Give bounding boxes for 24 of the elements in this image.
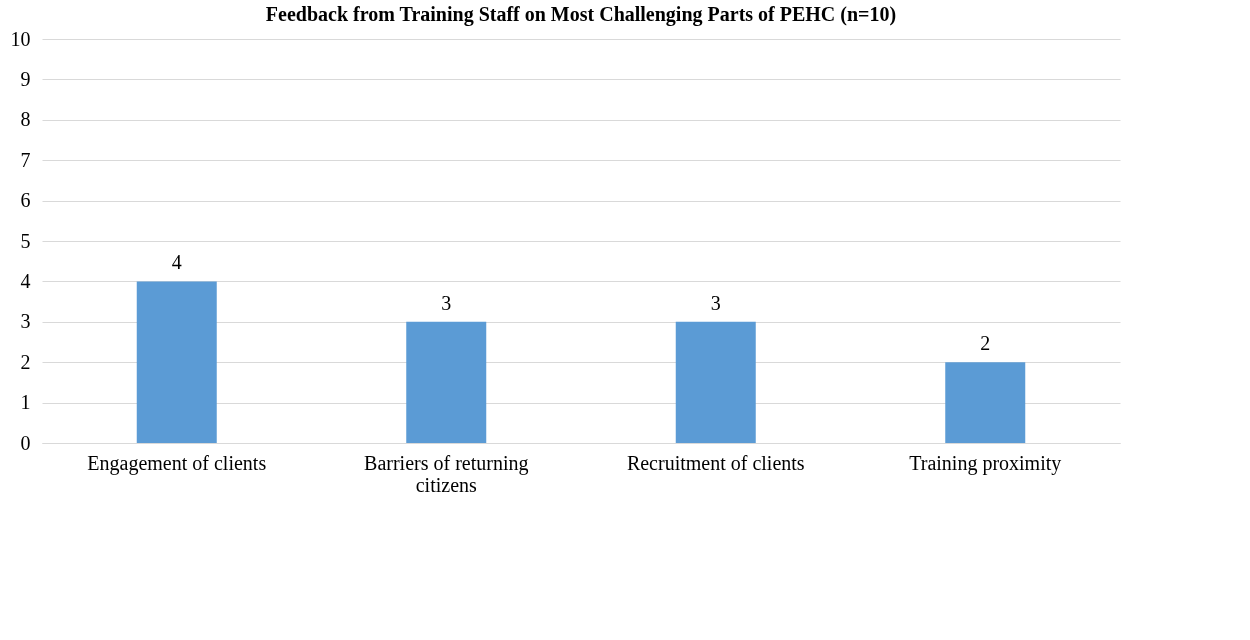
x-tick-label: Training proximity xyxy=(909,451,1062,475)
y-tick-label: 8 xyxy=(20,108,31,131)
y-tick-label: 1 xyxy=(20,391,31,414)
y-tick-label: 4 xyxy=(20,269,31,292)
y-tick-label: 5 xyxy=(20,229,31,252)
y-tick-label: 3 xyxy=(20,310,31,333)
data-label: 3 xyxy=(710,291,721,314)
data-label: 2 xyxy=(980,332,991,355)
bar xyxy=(136,281,217,443)
x-tick-label: Barriers of returning citizens xyxy=(364,451,529,496)
bar xyxy=(675,321,756,443)
chart-title: Feedback from Training Staff on Most Challenging Parts of PEHC (n=10) xyxy=(265,3,897,26)
x-tick-label: Recruitment of clients xyxy=(626,451,805,474)
y-tick-label: 2 xyxy=(20,350,31,373)
data-label: 4 xyxy=(171,251,182,274)
y-tick-label: 10 xyxy=(10,27,31,50)
y-tick-label: 0 xyxy=(20,431,31,454)
y-tick-label: 6 xyxy=(20,189,31,212)
bar xyxy=(945,362,1026,443)
y-tick-label: 9 xyxy=(20,67,31,90)
bar xyxy=(406,321,487,443)
y-tick-label: 7 xyxy=(20,148,31,171)
data-label: 3 xyxy=(441,291,452,314)
x-tick-label: Engagement of clients xyxy=(87,451,267,475)
